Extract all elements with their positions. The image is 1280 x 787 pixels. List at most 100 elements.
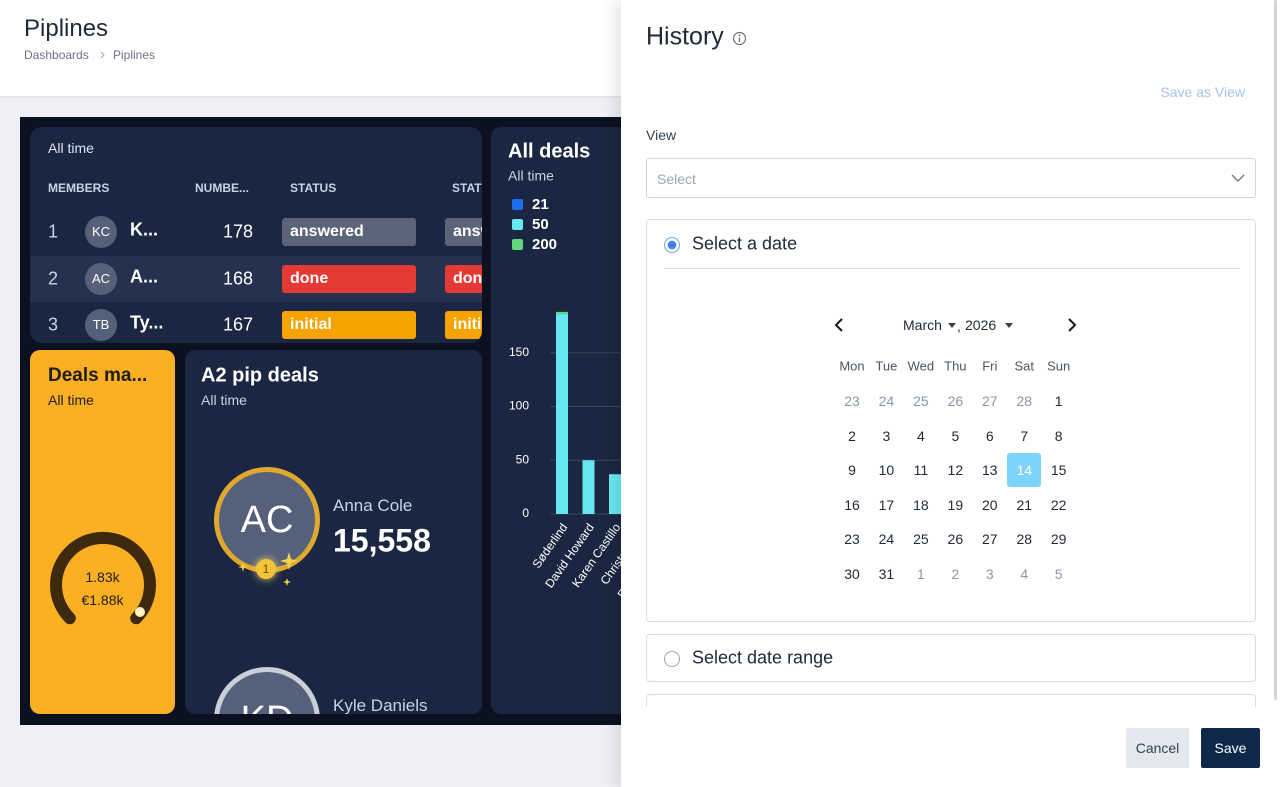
day[interactable]: 23	[844, 393, 860, 409]
widget-period: All time	[48, 140, 94, 156]
day[interactable]: 26	[947, 531, 964, 547]
option-card	[646, 219, 1256, 622]
view-label: View	[646, 127, 677, 143]
option-label: Select a date	[692, 233, 798, 254]
day[interactable]: 5	[1054, 565, 1063, 582]
day[interactable]: 5	[951, 427, 960, 444]
caret	[1005, 323, 1013, 328]
day[interactable]: 25	[913, 531, 929, 547]
select-placeholder: Select	[657, 171, 696, 187]
y-tick-label: 50	[516, 452, 530, 466]
day[interactable]: 17	[878, 496, 895, 513]
avatar: AC	[214, 467, 320, 573]
weekday: Sat	[1014, 358, 1034, 374]
day[interactable]: 26	[947, 393, 964, 409]
save-button[interactable]: Save	[1201, 728, 1260, 768]
day[interactable]: 4	[916, 427, 925, 444]
day-selected[interactable]: 14	[1007, 453, 1042, 487]
gauge-amount: €1.88k	[81, 592, 124, 608]
bar	[582, 460, 595, 514]
day[interactable]: 1	[916, 565, 925, 582]
day[interactable]: 13	[982, 462, 998, 478]
day[interactable]: 19	[947, 496, 964, 513]
day[interactable]: 12	[947, 462, 964, 478]
day[interactable]: 3	[985, 565, 994, 582]
day[interactable]: 27	[982, 531, 998, 547]
widget-title: A2 pip deals	[201, 364, 319, 387]
y-tick-label: 0	[522, 506, 529, 520]
save-as-view-link[interactable]: Save as View	[1160, 84, 1245, 100]
day[interactable]: 29	[1050, 531, 1067, 547]
rank: 2	[48, 268, 59, 288]
legend-label: 200	[532, 236, 557, 253]
weekday: Wed	[907, 358, 935, 374]
status-badge: answ	[445, 218, 482, 246]
y-tick-label: 150	[509, 345, 529, 359]
day[interactable]: 28	[1016, 531, 1033, 547]
radio[interactable]	[664, 237, 680, 253]
day[interactable]: 20	[982, 496, 998, 513]
day[interactable]: 1	[1054, 393, 1063, 409]
divider	[664, 268, 1240, 269]
month-select[interactable]: March	[903, 317, 942, 333]
day[interactable]: 31	[878, 565, 895, 582]
day[interactable]: 2	[848, 427, 856, 444]
column-header: MEMBERS	[48, 181, 110, 195]
radio[interactable]	[664, 651, 680, 667]
day[interactable]: 30	[844, 565, 860, 582]
day[interactable]: 4	[1020, 565, 1029, 582]
leader-name: Kyle Daniels	[333, 696, 428, 714]
prev-month[interactable]	[832, 317, 846, 333]
legend-swatch	[512, 199, 523, 210]
rank: 3	[48, 314, 59, 335]
view-select[interactable]: Select	[646, 158, 1256, 198]
scrollbar	[1274, 0, 1277, 700]
option-card	[646, 634, 1256, 682]
avatar: KC	[85, 216, 117, 248]
gauge-count: 1.83k	[85, 569, 120, 585]
deals-made-widget: Deals ma... All time 1.83k €1.88k	[30, 350, 175, 714]
day[interactable]: 15	[1050, 462, 1067, 478]
legend-swatch	[512, 219, 523, 230]
day[interactable]: 16	[844, 496, 860, 513]
day[interactable]: 24	[878, 531, 895, 547]
status-badge: initi	[445, 311, 482, 339]
year-select[interactable]: 2026	[965, 317, 997, 333]
legend-label: 21	[532, 196, 549, 213]
calendar: March , 2026 Mon Tue Wed Thu Fri Sat Sun 23 24 25…	[621, 0, 1280, 620]
next-month[interactable]	[1065, 317, 1079, 333]
day[interactable]: 3	[882, 427, 891, 444]
day[interactable]: 27	[982, 393, 998, 409]
gauge	[50, 532, 156, 625]
members-widget: All time MEMBERS NUMBE... STATUS STAT 1 KC K..…	[30, 127, 482, 343]
day[interactable]: 9	[848, 462, 856, 478]
widget-period: All time	[48, 392, 94, 408]
day[interactable]: 28	[1016, 393, 1033, 409]
day[interactable]: 18	[913, 496, 929, 513]
widget-period: All time	[201, 392, 247, 408]
day[interactable]: 22	[1050, 496, 1067, 513]
day[interactable]: 7	[1020, 427, 1029, 444]
bar	[556, 311, 568, 315]
day[interactable]: 2	[951, 565, 960, 582]
day[interactable]: 8	[1054, 427, 1063, 444]
status-badge: initial	[282, 311, 416, 339]
day[interactable]: 25	[913, 393, 929, 409]
day[interactable]: 23	[844, 531, 860, 547]
leader-value: 15,558	[333, 522, 431, 559]
day[interactable]: 24	[878, 393, 895, 409]
day[interactable]: 21	[1016, 496, 1033, 513]
history-drawer: History Save as View View Select March ,…	[621, 0, 1280, 787]
drawer-footer: Cancel Save	[621, 707, 1280, 787]
avatar: KD	[214, 667, 320, 714]
breadcrumb-link[interactable]: Dashboards	[24, 48, 89, 62]
day[interactable]: 6	[985, 427, 994, 444]
deal-count: 178	[222, 221, 253, 242]
weekday: Fri	[982, 358, 998, 374]
member-name: A...	[130, 266, 159, 286]
day[interactable]: 11	[913, 462, 929, 478]
cancel-button[interactable]: Cancel	[1126, 728, 1189, 768]
breadcrumb-current: Piplines	[113, 48, 156, 62]
info-icon[interactable]	[732, 31, 747, 46]
day[interactable]: 10	[878, 462, 895, 478]
